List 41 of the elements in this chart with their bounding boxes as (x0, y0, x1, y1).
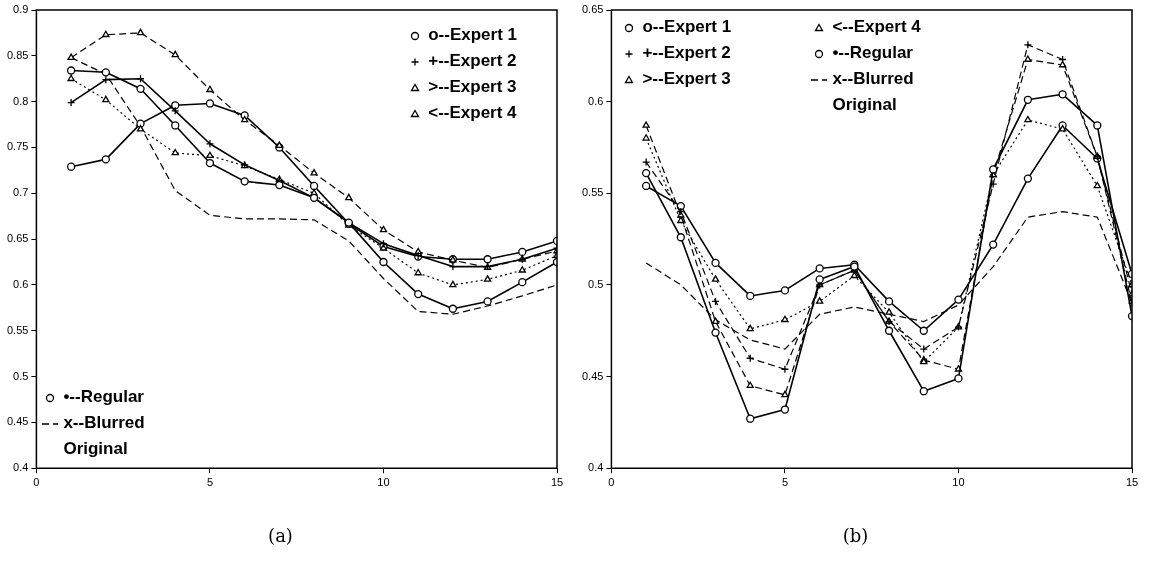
y-tick-label: 0.55 (581, 186, 604, 199)
legend-label: •--Regular (832, 43, 913, 62)
y-tick-label: 0.65 (581, 3, 604, 16)
y-tick-label: 0.85 (6, 48, 29, 61)
x-tick-label: 5 (206, 475, 213, 488)
x-tick-label: 0 (33, 475, 40, 488)
legend-label: •--Regular (63, 387, 144, 407)
y-tick-label: 0.45 (581, 369, 604, 382)
y-tick-label: 0.65 (6, 232, 29, 245)
x-tick-label: 5 (781, 475, 788, 488)
y-tick-label: 0.5 (588, 277, 604, 290)
legend-label: x--Blurred (832, 69, 914, 88)
y-tick-label: 0.4 (588, 461, 604, 474)
x-tick-label: 15 (550, 475, 564, 488)
legend-label: +--Expert 2 (428, 51, 517, 70)
x-tick-label: 0 (608, 475, 615, 488)
y-tick-label: 0.8 (13, 94, 29, 107)
y-tick-label: 0.4 (13, 461, 29, 474)
y-tick-label: 0.55 (6, 323, 29, 336)
legend-label: o--Expert 1 (428, 25, 517, 44)
legend-label: <--Expert 4 (832, 17, 921, 36)
y-tick-label: 0.75 (6, 140, 29, 153)
legend-label: x--Blurred (63, 413, 145, 433)
x-tick-label: 15 (1125, 475, 1139, 488)
y-tick-label: 0.9 (13, 3, 29, 16)
y-tick-label: 0.7 (13, 186, 29, 199)
x-tick-label: 10 (377, 475, 390, 488)
annotation: Original (832, 95, 897, 114)
y-tick-label: 0.6 (588, 94, 604, 107)
legend-label: +--Expert 2 (642, 43, 731, 62)
text: (a) (268, 524, 293, 546)
y-tick-label: 0.5 (13, 369, 29, 382)
x-tick-label: 10 (952, 475, 965, 488)
legend-label: >--Expert 3 (642, 69, 731, 88)
text: (b) (842, 524, 869, 546)
legend-label: >--Expert 3 (428, 77, 517, 96)
legend-label: o--Expert 1 (642, 17, 732, 36)
y-tick-label: 0.45 (6, 415, 29, 428)
annotation: Original (63, 439, 128, 459)
y-tick-label: 0.6 (13, 277, 29, 290)
legend-label: <--Expert 4 (428, 103, 517, 122)
